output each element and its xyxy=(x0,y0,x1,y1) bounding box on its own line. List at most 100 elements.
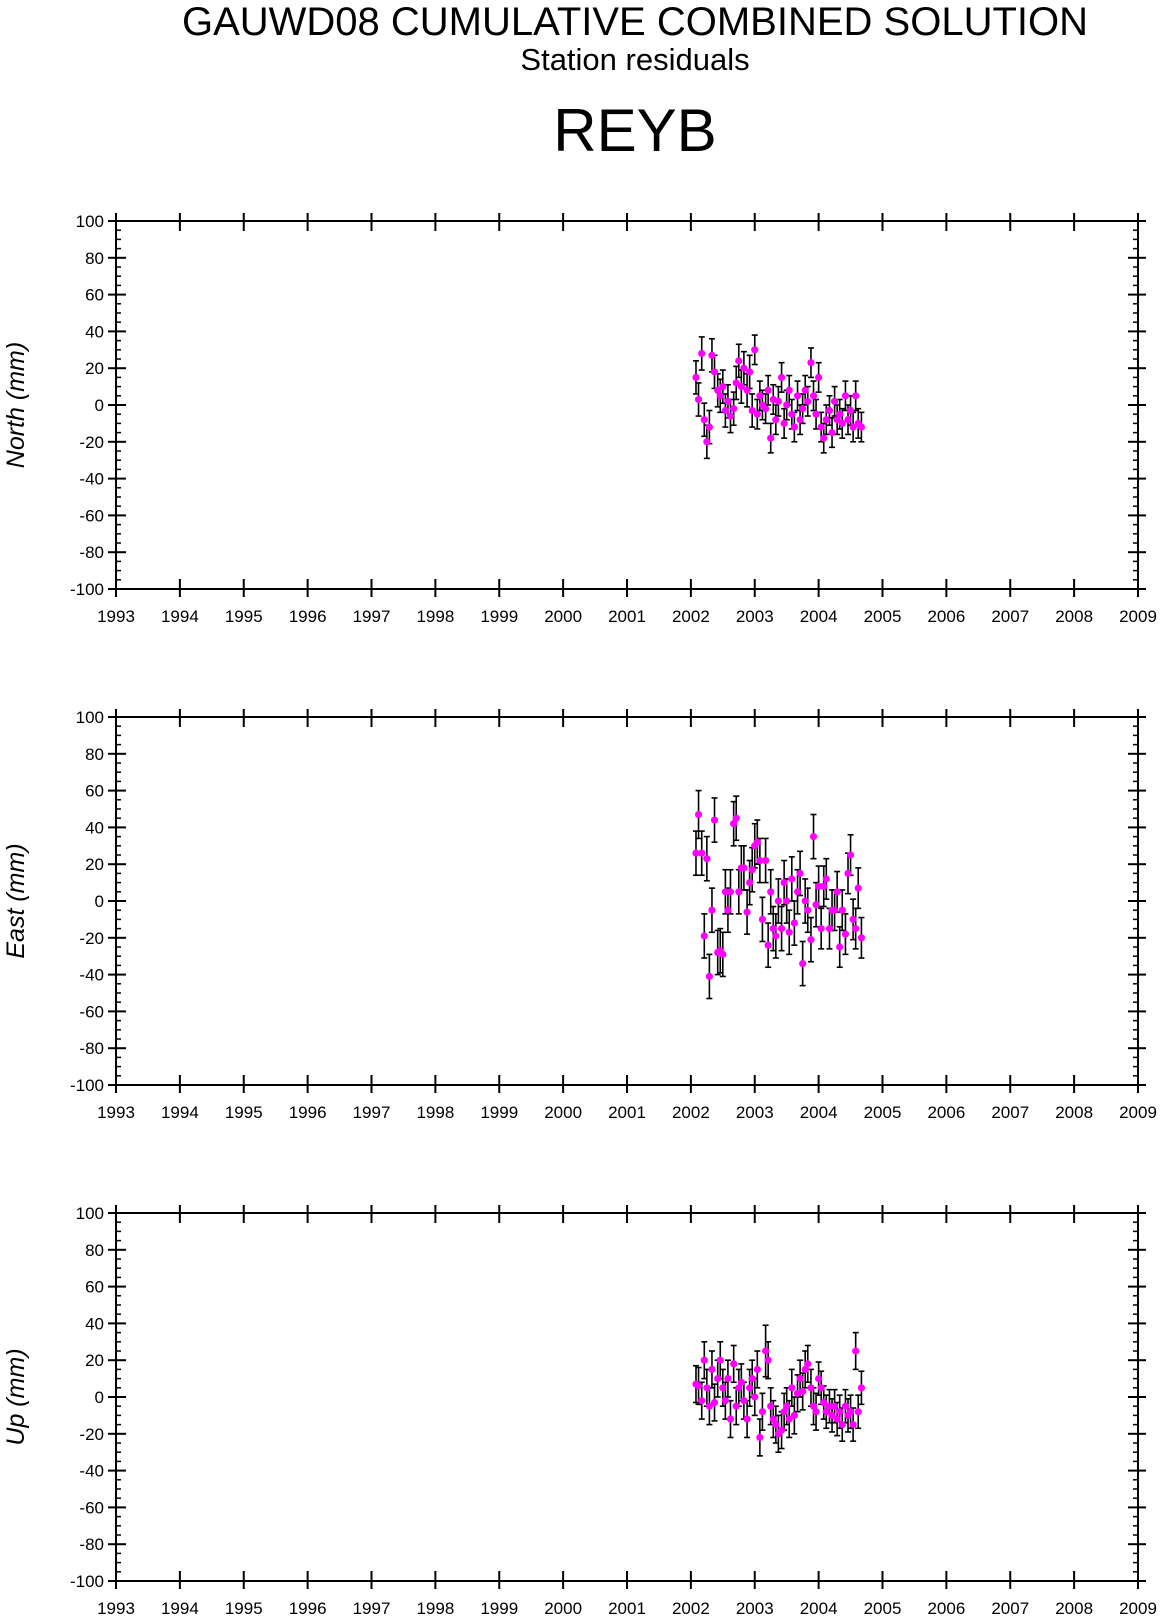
data-point xyxy=(815,882,823,890)
data-point xyxy=(724,906,732,914)
data-point xyxy=(852,1347,860,1355)
y-tick-label: 80 xyxy=(85,1241,104,1260)
y-tick-label: 100 xyxy=(76,708,104,727)
data-point xyxy=(726,412,735,420)
data-point xyxy=(854,884,862,892)
chart-panel-1: 100 80 60 40 20 0 -20 -40 -60 -80 -100 1993 1994 1995… xyxy=(2,212,1157,626)
x-tick-label: 1994 xyxy=(161,1599,199,1618)
data-point xyxy=(751,1393,759,1401)
x-tick-label: 2002 xyxy=(672,1103,710,1122)
x-tick-label: 1999 xyxy=(480,1103,518,1122)
x-tick-label: 2006 xyxy=(927,1599,965,1618)
y-tick-label: 20 xyxy=(85,855,104,874)
data-point xyxy=(758,915,767,924)
data-point xyxy=(726,1415,735,1423)
data-point xyxy=(703,1384,711,1392)
data-point xyxy=(740,1397,748,1405)
x-tick-label: 2002 xyxy=(672,1599,710,1618)
data-point xyxy=(698,849,706,857)
data-point xyxy=(830,397,839,405)
data-point xyxy=(857,934,866,942)
data-point xyxy=(762,1347,770,1355)
y-tick-label: -80 xyxy=(79,543,104,562)
data-point xyxy=(830,1402,839,1410)
data-point xyxy=(756,1433,764,1442)
data-point xyxy=(785,1415,793,1423)
data-point xyxy=(788,1384,796,1392)
data-point xyxy=(822,1408,830,1416)
data-point xyxy=(809,833,818,841)
y-tick-label: 0 xyxy=(95,892,104,911)
data-point xyxy=(698,349,706,358)
x-tick-label: 2000 xyxy=(544,1103,582,1122)
x-tick-label: 1997 xyxy=(353,1103,391,1122)
data-point xyxy=(780,879,788,887)
x-tick-label: 2008 xyxy=(1055,607,1093,626)
data-point xyxy=(710,1398,719,1407)
data-point xyxy=(740,364,748,372)
y-tick-label: -20 xyxy=(79,1425,104,1444)
data-point xyxy=(796,416,804,424)
x-tick-label: 2003 xyxy=(736,1103,774,1122)
y-tick-label: 80 xyxy=(85,249,104,268)
data-point xyxy=(732,379,740,387)
data-point xyxy=(828,429,836,437)
x-tick-label: 2000 xyxy=(544,1599,582,1618)
data-point xyxy=(737,383,745,391)
data-point xyxy=(854,1408,862,1416)
data-point xyxy=(772,1421,780,1429)
data-point xyxy=(753,410,761,418)
data-point xyxy=(777,925,786,933)
y-tick-label: -40 xyxy=(79,1462,104,1481)
data-point xyxy=(748,866,756,874)
y-tick-label: -20 xyxy=(79,433,104,452)
station-name: REYB xyxy=(553,97,717,164)
y-tick-label: 0 xyxy=(95,1388,104,1407)
data-point xyxy=(783,401,791,409)
data-point xyxy=(703,438,711,446)
data-point xyxy=(769,1415,777,1423)
data-point xyxy=(740,864,748,872)
x-tick-label: 2003 xyxy=(736,607,774,626)
data-point xyxy=(801,897,809,905)
y-tick-label: 20 xyxy=(85,1351,104,1370)
data-point xyxy=(812,901,820,909)
data-point xyxy=(825,406,834,415)
data-point xyxy=(726,888,735,896)
x-tick-label: 2001 xyxy=(608,1599,646,1618)
y-tick-label: -60 xyxy=(79,506,104,525)
data-point xyxy=(799,959,807,968)
data-point xyxy=(790,919,798,927)
x-tick-label: 2002 xyxy=(672,607,710,626)
data-point xyxy=(714,1375,722,1383)
data-point xyxy=(748,1375,756,1383)
data-point xyxy=(756,856,764,865)
y-tick-label: -40 xyxy=(79,966,104,985)
data-point xyxy=(703,855,711,863)
data-point xyxy=(833,416,841,424)
x-tick-label: 1996 xyxy=(289,607,327,626)
data-point xyxy=(732,814,740,822)
x-tick-label: 1998 xyxy=(416,1103,454,1122)
y-tick-label: -60 xyxy=(79,1498,104,1517)
data-point xyxy=(796,1375,804,1383)
data-point xyxy=(815,373,823,381)
y-tick-label: 100 xyxy=(76,212,104,231)
data-point xyxy=(705,1402,713,1410)
data-point xyxy=(841,930,850,938)
x-tick-label: 1995 xyxy=(225,1599,263,1618)
data-point xyxy=(785,386,793,394)
data-point xyxy=(817,925,825,933)
data-point xyxy=(762,856,770,865)
plot-frame xyxy=(115,1212,1139,1582)
data-point xyxy=(746,1384,754,1392)
data-point xyxy=(714,386,722,394)
x-tick-label: 1997 xyxy=(353,607,391,626)
data-point xyxy=(793,888,802,896)
y-tick-label: -80 xyxy=(79,1535,104,1554)
data-point xyxy=(721,1397,729,1405)
data-point xyxy=(751,346,759,354)
data-point xyxy=(767,888,775,896)
x-tick-label: 1996 xyxy=(289,1103,327,1122)
